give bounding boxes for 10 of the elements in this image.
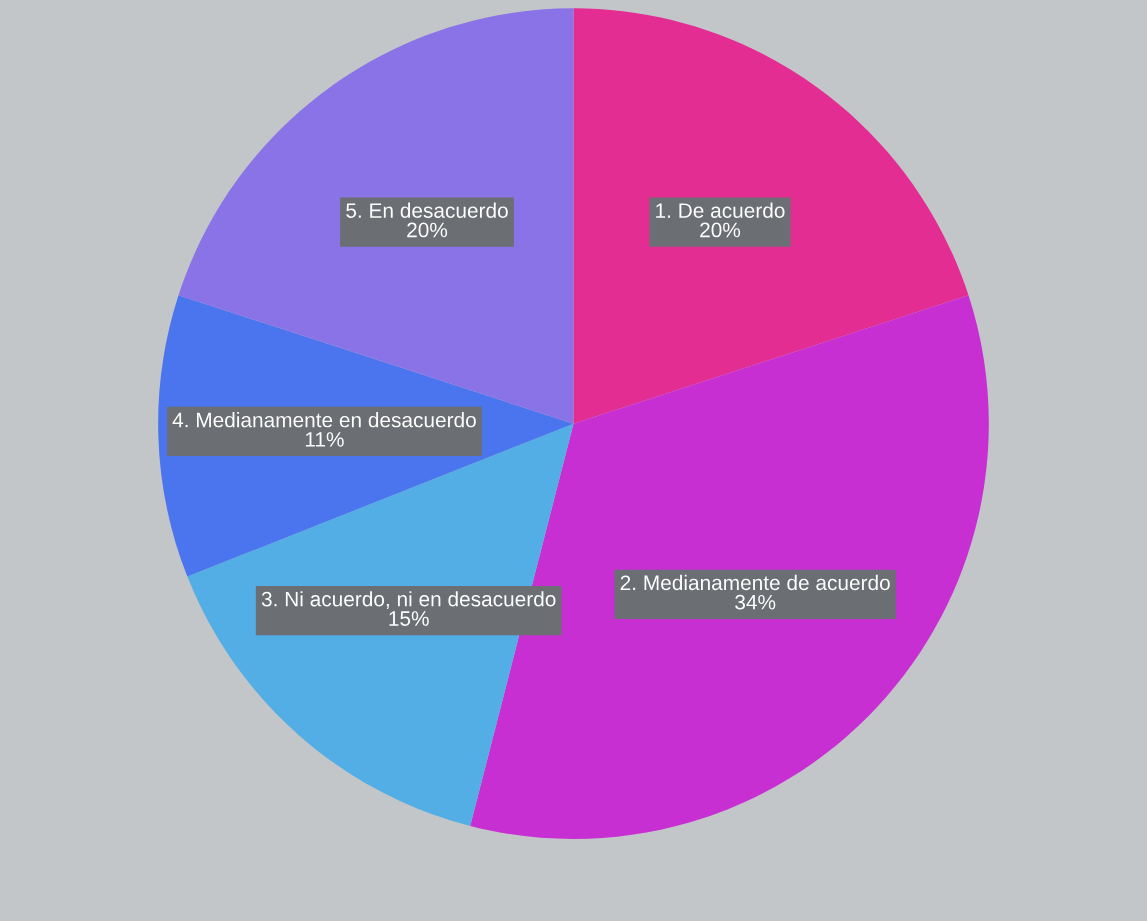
slice-label: 3. Ni acuerdo, ni en desacuerdo bbox=[261, 591, 556, 609]
data-label: 20% bbox=[407, 222, 448, 238]
slice-label: 4. Medianamente en desacuerdo bbox=[172, 412, 476, 428]
slice-label: 2. Medianamente de acuerdo bbox=[620, 574, 890, 591]
data-label: 20% bbox=[700, 222, 741, 238]
slice-label: 1. De acuerdo bbox=[656, 202, 785, 218]
slice-label: 5. En desacuerdo bbox=[346, 202, 508, 218]
data-label: 15% bbox=[389, 611, 429, 626]
data-label: 11% bbox=[305, 432, 344, 447]
data-label: 34% bbox=[735, 594, 776, 610]
